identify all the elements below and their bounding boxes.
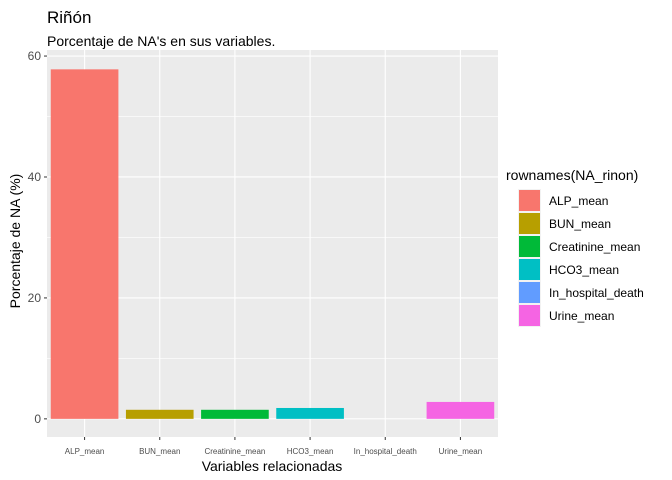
bars — [50, 69, 495, 419]
legend-swatch-BUN_mean — [519, 213, 540, 234]
x-tick-label: ALP_mean — [65, 447, 105, 456]
bar-Urine_mean — [426, 401, 495, 419]
x-tick-label: Urine_mean — [439, 447, 483, 456]
bar-HCO3_mean — [276, 407, 344, 419]
legend-swatch-ALP_mean — [519, 190, 540, 211]
y-tick-label: 0 — [34, 412, 41, 426]
x-axis-title: Variables relacionadas — [202, 458, 343, 474]
x-axis-ticks: ALP_mean BUN_mean Creatinine_mean HCO3_mean… — [65, 437, 482, 456]
x-tick-label: HCO3_mean — [287, 447, 334, 456]
minor-gridlines — [47, 116, 498, 359]
y-tick-label: 60 — [28, 49, 42, 63]
y-tick-label: 20 — [28, 291, 42, 305]
legend-title: rownames(NA_rinon) — [506, 167, 638, 183]
legend-label: Urine_mean — [549, 309, 614, 323]
y-axis-title: Porcentaje de NA (%) — [7, 174, 23, 309]
bar-ALP_mean — [50, 69, 119, 419]
legend-label: ALP_mean — [549, 194, 608, 208]
chart-subtitle: Porcentaje de NA's en sus variables. — [47, 33, 275, 49]
bar-BUN_mean — [125, 409, 194, 419]
legend-label: In_hospital_death — [549, 286, 644, 300]
legend-items: ALP_mean BUN_mean Creatinine_mean HCO3_mean… — [518, 189, 644, 327]
legend-label: BUN_mean — [549, 217, 611, 231]
x-tick-label: In_hospital_death — [354, 447, 417, 456]
legend-swatch-Creatinine_mean — [519, 236, 540, 257]
bar-Creatinine_mean — [201, 409, 269, 419]
legend-label: HCO3_mean — [549, 263, 619, 277]
legend: rownames(NA_rinon) ALP_mean BUN_mean Creat… — [506, 167, 644, 327]
legend-swatch-HCO3_mean — [519, 259, 540, 280]
x-tick-label: Creatinine_mean — [204, 447, 265, 456]
y-axis-ticks: 0 20 40 60 — [28, 49, 47, 426]
y-tick-label: 40 — [28, 170, 42, 184]
plot-panel — [47, 50, 498, 437]
x-tick-label: BUN_mean — [139, 447, 180, 456]
legend-swatch-Urine_mean — [519, 305, 540, 326]
legend-label: Creatinine_mean — [549, 240, 640, 254]
legend-swatch-In_hospital_death — [519, 282, 540, 303]
chart-title: Riñón — [47, 8, 91, 27]
